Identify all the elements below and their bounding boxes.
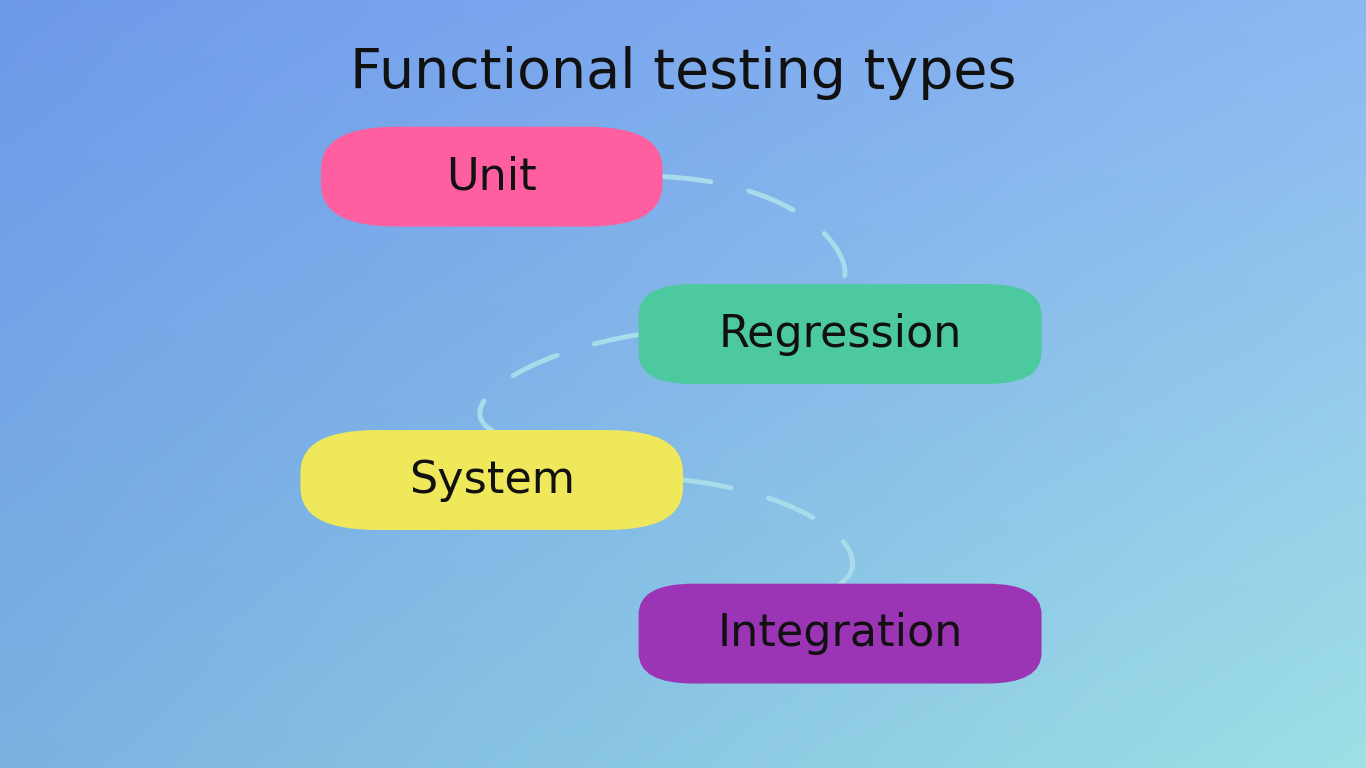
Text: System: System (408, 458, 575, 502)
Text: Regression: Regression (719, 313, 962, 356)
FancyBboxPatch shape (301, 430, 683, 530)
FancyBboxPatch shape (321, 127, 663, 227)
FancyBboxPatch shape (639, 284, 1042, 384)
FancyBboxPatch shape (639, 584, 1042, 684)
Text: Integration: Integration (717, 612, 963, 655)
Text: Functional testing types: Functional testing types (350, 46, 1016, 100)
Text: Unit: Unit (447, 155, 537, 198)
